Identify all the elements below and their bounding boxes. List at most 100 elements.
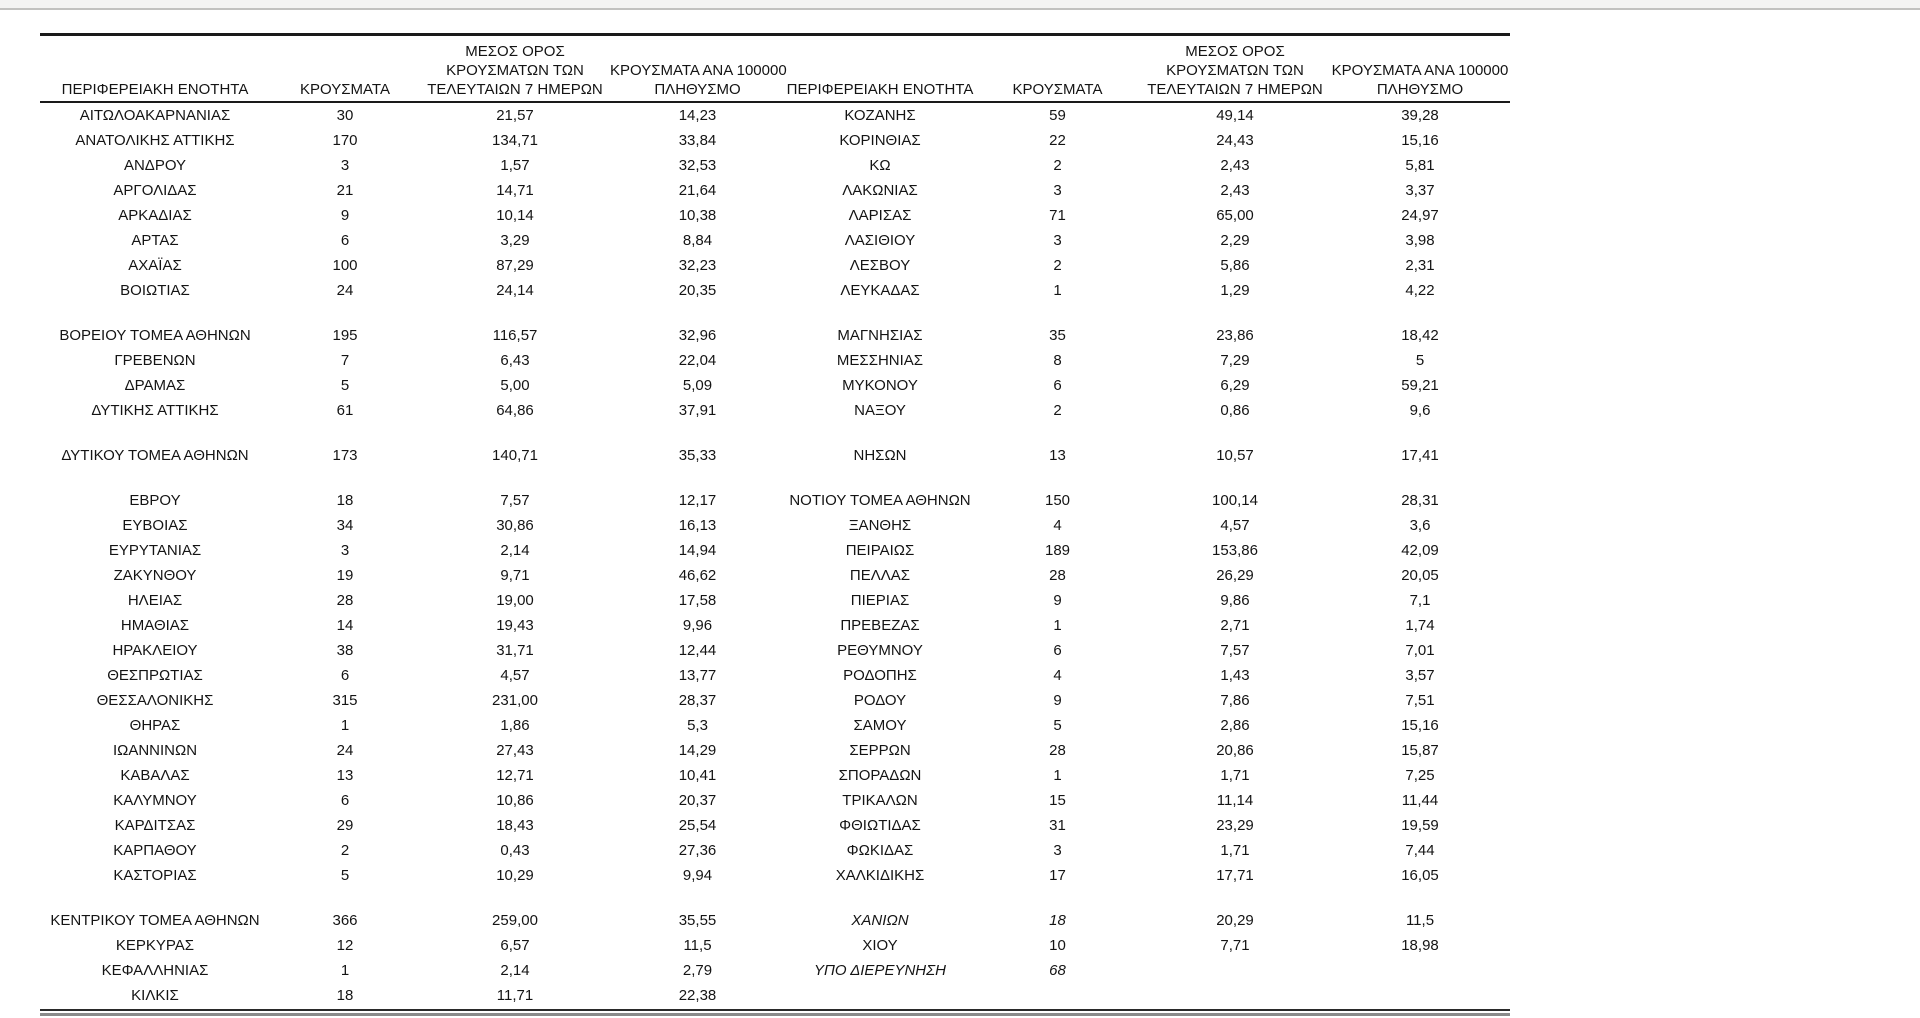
avg7-cell-right [1140, 468, 1330, 488]
cases-cell-left: 34 [336, 517, 354, 534]
per100k-cell-left: 33,84 [678, 132, 717, 149]
per100k-cell-right: 7,1 [1409, 592, 1431, 609]
cases-cell-right: 15 [1049, 792, 1066, 809]
avg7-cell-right: 4,57 [1220, 517, 1250, 534]
header-cases-right: ΚΡΟΥΣΜΑΤΑ [1012, 81, 1103, 98]
region-name-cell-left: ΘΕΣΠΡΩΤΙΑΣ [107, 667, 203, 684]
cases-cell-right [975, 423, 1140, 443]
cases-cell-left: 29 [336, 817, 354, 834]
avg7-cell-left: 64,86 [496, 402, 534, 419]
cases-cell-right: 3 [1053, 182, 1062, 199]
avg7-cell-left: 6,57 [500, 937, 530, 954]
cases-cell-right: 35 [1049, 327, 1066, 344]
per100k-cell-right: 15,87 [1401, 742, 1439, 759]
per100k-cell-left: 35,55 [678, 912, 717, 929]
region-name-cell-right: ΠΕΙΡΑΙΩΣ [845, 542, 915, 559]
avg7-cell-right: 100,14 [1212, 492, 1258, 509]
region-name-cell-right: ΛΑΣΙΘΙΟΥ [844, 232, 916, 249]
region-name-cell-left: ΕΥΡΥΤΑΝΙΑΣ [108, 542, 202, 559]
region-name-cell-left: ΗΛΕΙΑΣ [127, 592, 183, 609]
table-row: ΚΕΡΚΥΡΑΣ 12 6,57 11,5 ΧΙΟΥ 10 7,71 18,98 [40, 933, 1510, 958]
table-row: ΔΥΤΙΚΗΣ ΑΤΤΙΚΗΣ 61 64,86 37,91 ΝΑΞΟΥ 2 0… [40, 398, 1510, 423]
page-top-rule [0, 8, 1920, 10]
cases-cell-right: 4 [1053, 667, 1062, 684]
cases-cell-right: 189 [1044, 542, 1071, 559]
avg7-cell-right [1140, 888, 1330, 908]
per100k-cell-left: 10,41 [678, 767, 717, 784]
region-name-cell-left: ΚΑΛΥΜΝΟΥ [113, 792, 197, 809]
per100k-cell-left: 32,23 [678, 257, 717, 274]
avg7-cell-right: 1,71 [1220, 842, 1250, 859]
cases-cell-right: 59 [1049, 107, 1066, 124]
cases-cell-right: 9 [1053, 592, 1062, 609]
per100k-cell-right: 18,98 [1401, 937, 1439, 954]
regional-cases-table: ΠΕΡΙΦΕΡΕΙΑΚΗ ΕΝΟΤΗΤΑ ΚΡΟΥΣΜΑΤΑ ΜΕΣΟΣ ΟΡΟ… [40, 33, 1510, 1016]
cases-cell-right: 1 [1053, 767, 1062, 784]
per100k-cell-left: 5,3 [687, 717, 708, 734]
per100k-cell-right: 18,42 [1401, 327, 1439, 344]
avg7-cell-left: 10,29 [496, 867, 534, 884]
cases-cell-right: 4 [1053, 517, 1062, 534]
per100k-cell-left: 28,37 [678, 692, 717, 709]
per100k-cell-left: 27,36 [678, 842, 717, 859]
region-name-cell-right: ΧΑΝΙΩΝ [851, 912, 909, 929]
region-name-cell-right: ΛΕΥΚΑΔΑΣ [840, 282, 920, 299]
per100k-cell-right: 28,31 [1401, 492, 1439, 509]
region-name-cell-right [785, 423, 975, 443]
table-bottom-border [40, 1009, 1510, 1016]
cases-cell-right: 22 [1049, 132, 1066, 149]
per100k-cell-right: 3,6 [1409, 517, 1431, 534]
per100k-cell-left: 9,94 [682, 867, 713, 884]
region-name-cell-left: ΕΒΡΟΥ [129, 492, 181, 509]
per100k-cell-right: 4,22 [1405, 282, 1435, 299]
table-row: ΒΟΙΩΤΙΑΣ 24 24,14 20,35 ΛΕΥΚΑΔΑΣ 1 1,29 … [40, 278, 1510, 303]
table-row: ΗΡΑΚΛΕΙΟΥ 38 31,71 12,44 ΡΕΘΥΜΝΟΥ 6 7,57… [40, 638, 1510, 663]
region-name-cell-right [785, 888, 975, 908]
per100k-cell-left: 35,33 [678, 447, 717, 464]
cases-cell-right [975, 468, 1140, 488]
per100k-cell-left: 5,09 [682, 377, 713, 394]
cases-cell-right: 1 [1053, 282, 1062, 299]
cases-cell-left: 2 [340, 842, 350, 859]
header-avg7-left: ΜΕΣΟΣ ΟΡΟΣ ΚΡΟΥΣΜΑΤΩΝ ΤΩΝ ΤΕΛΕΥΤΑΙΩΝ 7 Η… [427, 43, 603, 98]
avg7-cell-left: 21,57 [496, 107, 534, 124]
per100k-cell-left: 11,5 [683, 937, 712, 954]
cases-cell-right: 68 [1049, 962, 1066, 979]
region-name-cell-right: ΦΘΙΩΤΙΔΑΣ [839, 817, 921, 834]
cases-cell-left: 1 [340, 717, 350, 734]
per100k-cell-right [1330, 468, 1510, 488]
table-row: ΚΕΦΑΛΛΗΝΙΑΣ 1 2,14 2,79 ΥΠΟ ΔΙΕΡΕΥΝΗΣΗ 6… [40, 958, 1510, 983]
cases-cell-right: 1 [1053, 617, 1062, 634]
table-row: ΑΝΔΡΟΥ 3 1,57 32,53 ΚΩ 2 2,43 5,81 [40, 153, 1510, 178]
avg7-cell-left: 31,71 [496, 642, 534, 659]
avg7-cell-left [420, 423, 610, 443]
cases-cell-left: 18 [336, 987, 354, 1004]
region-name-cell-right: ΞΑΝΘΗΣ [848, 517, 912, 534]
cases-cell-right [975, 983, 1140, 1008]
cases-cell-left: 38 [336, 642, 354, 659]
region-name-cell-right [785, 983, 975, 1008]
avg7-cell-left: 24,14 [496, 282, 534, 299]
table-row: ΗΜΑΘΙΑΣ 14 19,43 9,96 ΠΡΕΒΕΖΑΣ 1 2,71 1,… [40, 613, 1510, 638]
region-name-cell-right: ΚΩ [869, 157, 891, 174]
cases-cell-right: 8 [1053, 352, 1062, 369]
table-row: ΘΕΣΠΡΩΤΙΑΣ 6 4,57 13,77 ΡΟΔΟΠΗΣ 4 1,43 3… [40, 663, 1510, 688]
avg7-cell-right: 2,86 [1220, 717, 1250, 734]
region-name-cell-right: ΥΠΟ ΔΙΕΡΕΥΝΗΣΗ [814, 962, 946, 979]
avg7-cell-right: 9,86 [1220, 592, 1250, 609]
cases-cell-right: 3 [1053, 232, 1062, 249]
per100k-cell-left [610, 423, 785, 443]
cases-cell-right: 18 [1049, 912, 1066, 929]
per100k-cell-right: 3,98 [1405, 232, 1435, 249]
region-name-cell-left: ΔΥΤΙΚΟΥ ΤΟΜΕΑ ΑΘΗΝΩΝ [61, 447, 249, 464]
region-name-cell-right [785, 303, 975, 323]
per100k-cell-right: 3,57 [1405, 667, 1435, 684]
cases-cell-left: 6 [340, 232, 350, 249]
cases-cell-right [975, 888, 1140, 908]
cases-cell-right: 2 [1053, 257, 1062, 274]
table-row: ΚΑΛΥΜΝΟΥ 6 10,86 20,37 ΤΡΙΚΑΛΩΝ 15 11,14… [40, 788, 1510, 813]
cases-cell-left: 9 [340, 207, 350, 224]
avg7-cell-left: 9,71 [500, 567, 530, 584]
per100k-cell-right: 15,16 [1401, 132, 1439, 149]
per100k-cell-left: 14,29 [678, 742, 717, 759]
